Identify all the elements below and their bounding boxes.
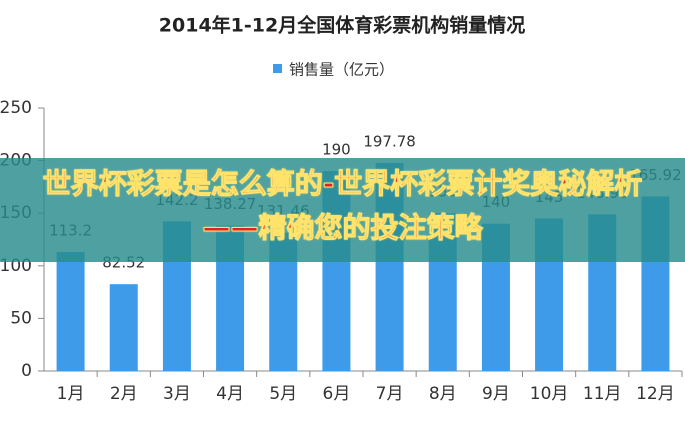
bar bbox=[109, 284, 138, 371]
x-tick-label: 3月 bbox=[163, 384, 191, 404]
bar bbox=[56, 251, 85, 371]
x-tick-label: 4月 bbox=[216, 384, 244, 404]
x-tick-label: 8月 bbox=[429, 384, 457, 404]
value-label: 197.78 bbox=[363, 132, 416, 150]
x-tick-label: 1月 bbox=[57, 384, 85, 404]
banner-box: 世界杯彩票是怎么算的-世界杯彩票计奖奥秘解析——精确您的投注策略 bbox=[42, 167, 643, 245]
x-tick-label: 7月 bbox=[376, 384, 404, 404]
x-tick-label: 12月 bbox=[636, 384, 675, 404]
chart-title: 2014年1-12月全国体育彩票机构销量情况 bbox=[159, 14, 525, 37]
banner-band bbox=[0, 158, 685, 262]
value-label: 190 bbox=[322, 141, 351, 159]
x-tick-label: 10月 bbox=[530, 384, 569, 404]
x-tick-label: 2月 bbox=[110, 384, 138, 404]
x-tick-label: 6月 bbox=[323, 384, 351, 404]
y-tick-label: 250 bbox=[0, 98, 32, 118]
x-tick-label: 9月 bbox=[482, 384, 510, 404]
x-tick-label: 11月 bbox=[583, 384, 622, 404]
legend-swatch bbox=[273, 64, 282, 73]
x-tick-label: 5月 bbox=[269, 384, 297, 404]
y-tick-label: 50 bbox=[10, 308, 32, 328]
y-tick-label: 0 bbox=[21, 361, 32, 381]
banner-text: 世界杯彩票是怎么算的-世界杯彩票计奖奥秘解析——精确您的投注策略 bbox=[42, 167, 643, 245]
legend-label: 销售量（亿元） bbox=[289, 61, 394, 79]
